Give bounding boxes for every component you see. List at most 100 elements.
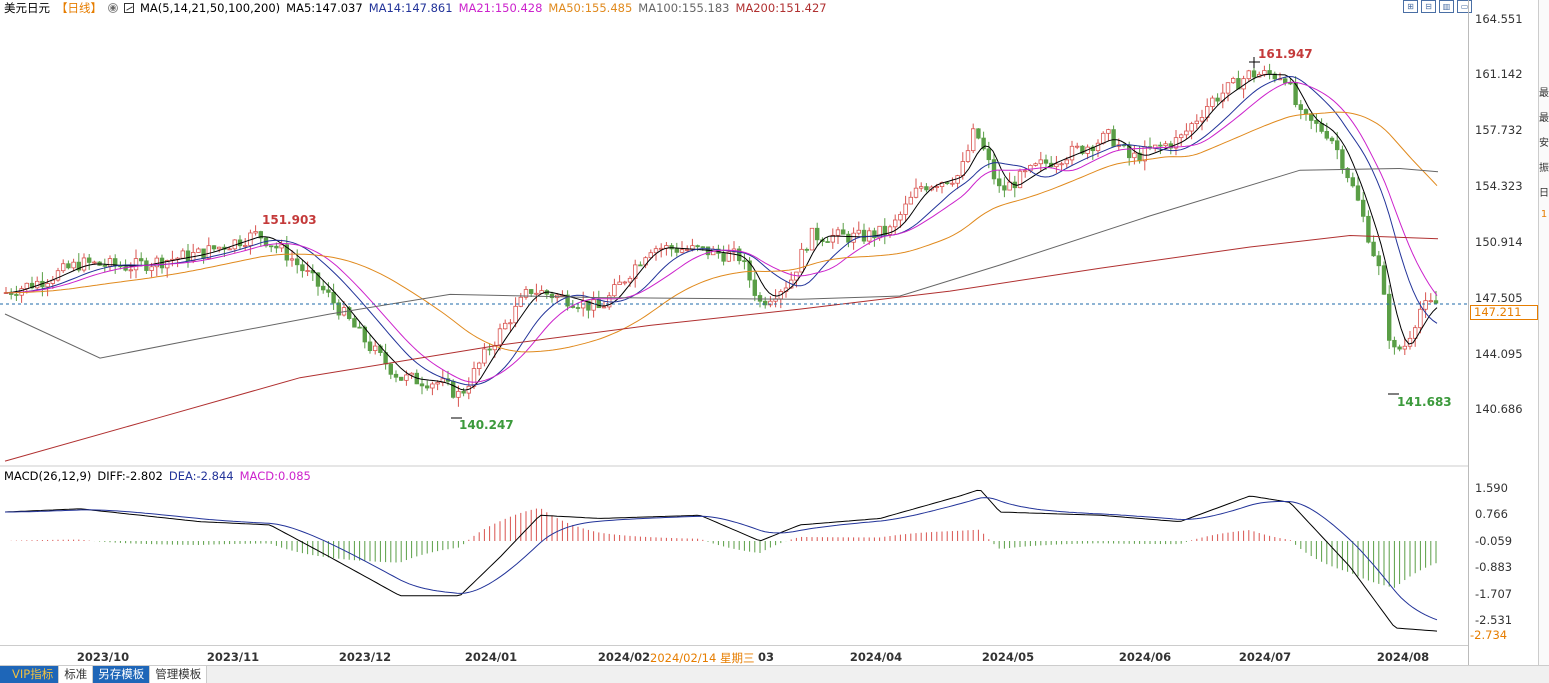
candle-body: [695, 245, 700, 248]
ma5-line: [4, 73, 1438, 391]
candle-body: [154, 257, 159, 268]
candle-body: [617, 281, 622, 285]
layout-icon[interactable]: ▥: [1439, 0, 1454, 13]
candle-body: [919, 186, 924, 189]
candle-body: [908, 196, 913, 205]
candle-body: [227, 248, 232, 251]
period-label[interactable]: 【日线】: [56, 1, 102, 15]
candle-body: [1225, 82, 1231, 94]
candle-body: [825, 241, 830, 243]
candle-body: [659, 247, 664, 250]
candle-body: [331, 291, 336, 304]
tab-standard[interactable]: 标准: [59, 666, 94, 683]
zoom-out-icon[interactable]: ⊟: [1421, 0, 1436, 13]
candle-body: [653, 248, 659, 254]
candle-body: [1350, 177, 1355, 187]
annotation-high: 161.947: [1258, 47, 1313, 61]
visibility-toggle-icon[interactable]: ◉: [108, 3, 118, 13]
annotations: 161.947 151.903 140.247 141.683: [262, 47, 1452, 432]
candle-body: [1064, 159, 1069, 165]
candle-body: [534, 292, 539, 295]
candle-body: [253, 231, 258, 234]
candle-body: [950, 182, 955, 185]
candle-body: [357, 326, 362, 329]
candle-body: [1335, 140, 1340, 151]
moving-average-lines: [4, 73, 1439, 462]
candle-body: [627, 277, 633, 283]
price-chart[interactable]: 161.947 151.903 140.247 141.683: [0, 0, 1468, 645]
candle-body: [1397, 346, 1402, 350]
candle-body: [1106, 129, 1111, 134]
chart-tools: ⊞ ⊟ ▥ ▭: [1403, 0, 1472, 13]
zoom-in-icon[interactable]: ⊞: [1403, 0, 1418, 13]
candle-body: [1288, 82, 1293, 85]
tab-save-as-template[interactable]: 另存模板: [93, 666, 151, 683]
candle-body: [882, 225, 887, 235]
candle-body: [419, 383, 425, 387]
candle-body: [81, 257, 87, 271]
candle-body: [903, 203, 908, 215]
candle-body: [128, 269, 133, 272]
candle-body: [960, 161, 965, 177]
expand-icon[interactable]: ▭: [1457, 0, 1472, 13]
candle-body: [523, 289, 529, 298]
candle-body: [508, 322, 513, 325]
candle-body: [945, 182, 950, 184]
candle-body: [1303, 109, 1309, 115]
candle-body: [1413, 327, 1418, 339]
candle-body: [71, 261, 76, 269]
candle-body: [305, 270, 310, 272]
candle-body: [1210, 97, 1215, 107]
price-label: 150.914: [1475, 235, 1523, 249]
x-label: 03: [757, 650, 775, 664]
candle-body: [799, 248, 804, 273]
hover-date: 2024/02/14 星期三: [650, 651, 755, 665]
candle-body: [513, 305, 518, 324]
candle-body: [971, 128, 976, 152]
candle-body: [476, 362, 482, 369]
candle-body: [289, 258, 295, 261]
candle-body: [315, 272, 321, 287]
side-info-panel[interactable]: 最 最 安 振 日 1: [1538, 0, 1549, 683]
candle-body: [461, 390, 466, 394]
candle-body: [430, 383, 435, 389]
macd-lines: [4, 489, 1438, 632]
candle-body: [258, 231, 263, 239]
x-label: 2023/10: [76, 650, 130, 664]
candle-body: [1111, 129, 1116, 147]
candle-body: [102, 264, 107, 267]
candle-body: [997, 178, 1002, 187]
tab-manage-templates[interactable]: 管理模板: [150, 666, 208, 683]
candle-body: [1095, 142, 1101, 152]
candle-body: [830, 234, 835, 243]
indicator-icon[interactable]: [124, 3, 134, 13]
candle-body: [1251, 70, 1257, 78]
x-label: 2023/11: [206, 650, 260, 664]
candle-body: [1376, 255, 1381, 267]
candle-body: [45, 283, 50, 288]
candle-body: [1069, 145, 1075, 161]
candle-body: [638, 264, 643, 267]
price-label: 154.323: [1475, 179, 1523, 193]
ma14-value: MA14:147.861: [368, 1, 453, 15]
ma5-value: MA5:147.037: [286, 1, 363, 15]
candle-body: [721, 252, 726, 262]
candle-body: [726, 251, 731, 262]
current-macd-badge: -2.734: [1470, 628, 1508, 642]
candle-body: [1017, 170, 1023, 189]
candle-body: [216, 246, 222, 250]
macd-axis-label: -0.883: [1475, 560, 1513, 574]
side-panel-text: 日: [1539, 188, 1549, 199]
candle-body: [835, 229, 841, 236]
candle-body: [1319, 123, 1324, 132]
candle-body: [965, 150, 971, 162]
macd-axis-label: -1.707: [1475, 587, 1513, 601]
macd-legend: MACD(26,12,9) DIFF:-2.802 DEA:-2.844 MAC…: [4, 469, 311, 483]
candle-body: [274, 245, 279, 249]
macd-axis-label: -0.059: [1475, 534, 1513, 548]
candle-body: [612, 284, 617, 297]
candle-body: [1309, 113, 1314, 121]
price-label: 161.142: [1475, 67, 1523, 81]
ma50-line: [5, 111, 1438, 353]
tab-vip-indicators[interactable]: VIP指标: [0, 666, 60, 683]
